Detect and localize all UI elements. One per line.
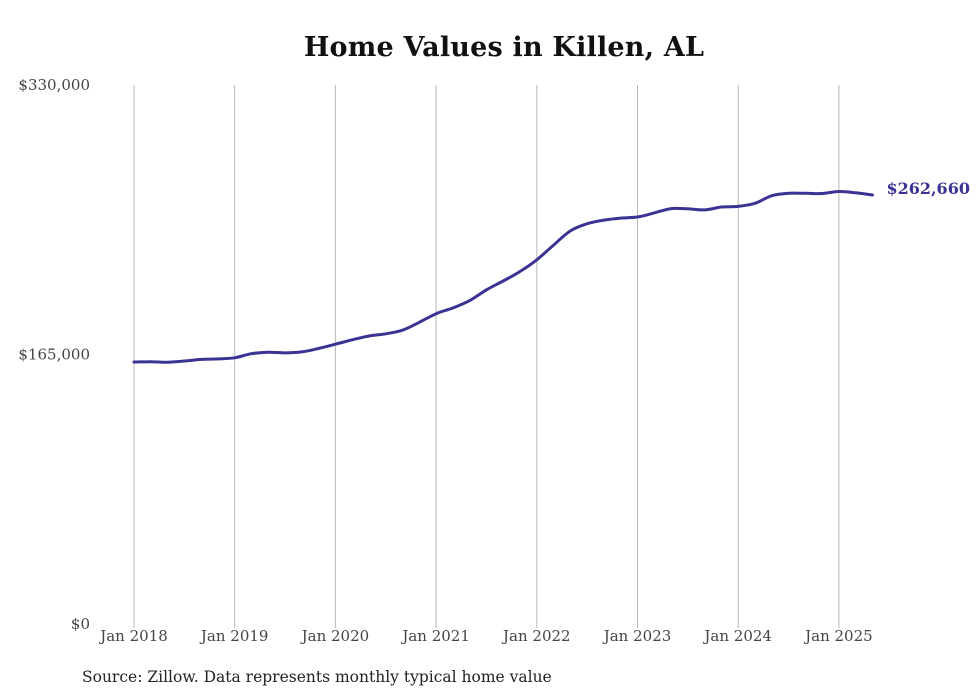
source-note: Source: Zillow. Data represents monthly … — [82, 668, 552, 686]
y-tick-label: $165,000 — [18, 346, 90, 364]
x-tick-label: Jan 2019 — [199, 627, 269, 645]
x-tick-label: Jan 2023 — [602, 627, 672, 645]
x-axis-labels: Jan 2018 Jan 2019 Jan 2020 Jan 2021 Jan 2022… — [98, 627, 872, 645]
series-line — [132, 189, 874, 364]
x-tick-label: Jan 2024 — [702, 627, 772, 645]
end-value-label: $262,660 — [886, 179, 970, 198]
y-tick-label: $330,000 — [18, 76, 90, 94]
annotations: $262,660 — [886, 179, 970, 198]
chart-title: Home Values in Killen, AL — [303, 32, 705, 63]
series — [132, 189, 874, 364]
x-tick-label: Jan 2025 — [803, 627, 873, 645]
y-axis-labels: $0 $165,000 $330,000 — [18, 76, 90, 633]
x-tick-label: Jan 2020 — [300, 627, 370, 645]
x-tick-label: Jan 2018 — [98, 627, 168, 645]
x-tick-label: Jan 2022 — [501, 627, 571, 645]
x-tick-label: Jan 2021 — [400, 627, 470, 645]
y-tick-label: $0 — [71, 615, 90, 633]
